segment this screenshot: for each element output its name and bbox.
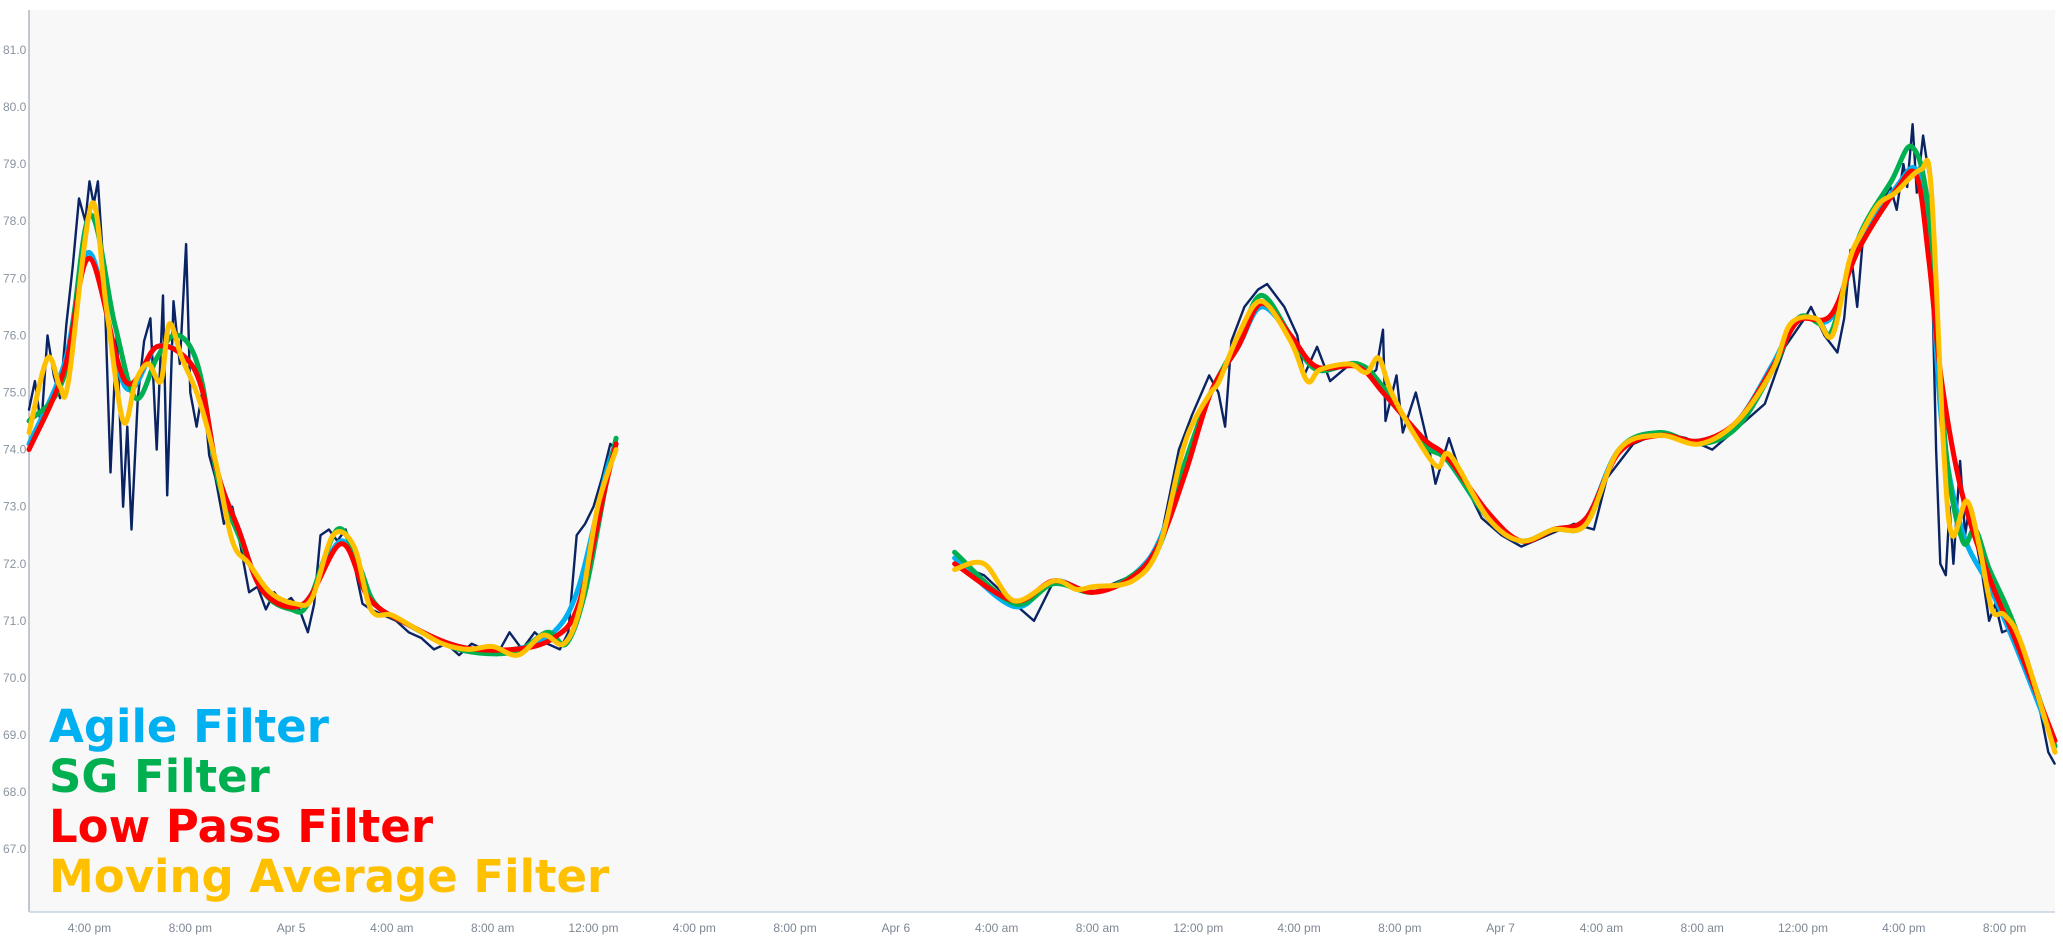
x-tick-label: 8:00 am: [1076, 921, 1119, 935]
x-tick-label: Apr 7: [1486, 921, 1515, 935]
y-tick-label: 78.0: [3, 214, 27, 228]
x-tick-label: 4:00 am: [975, 921, 1018, 935]
x-tick-label: 8:00 am: [1681, 921, 1724, 935]
x-axis-ticks: 4:00 pm 8:00 pm Apr 5 4:00 am 8:00 am 12:00 p…: [68, 921, 2026, 935]
legend-low-pass-filter: Low Pass Filter: [49, 800, 434, 853]
legend-agile-filter: Agile Filter: [49, 700, 330, 753]
y-tick-label: 74.0: [3, 443, 27, 457]
x-tick-label: 8:00 pm: [1983, 921, 2026, 935]
x-tick-label: 12:00 pm: [568, 921, 618, 935]
y-tick-label: 73.0: [3, 500, 27, 514]
x-tick-label: 12:00 pm: [1173, 921, 1223, 935]
moving-average-filter-line: [26, 200, 619, 658]
y-tick-label: 70.0: [3, 671, 27, 685]
x-tick-label: 8:00 pm: [773, 921, 816, 935]
y-tick-label: 77.0: [3, 271, 27, 285]
moving-average-filter-line: [952, 158, 2058, 755]
y-tick-label: 76.0: [3, 328, 27, 342]
y-tick-label: 80.0: [3, 100, 27, 114]
y-tick-label: 75.0: [3, 385, 27, 399]
x-tick-label: 4:00 am: [1580, 921, 1623, 935]
x-tick-label: 4:00 am: [370, 921, 413, 935]
x-tick-label: 8:00 am: [471, 921, 514, 935]
x-tick-label: 4:00 pm: [1277, 921, 1320, 935]
legend: Agile Filter SG Filter Low Pass Filter M…: [49, 700, 610, 903]
x-tick-label: 8:00 pm: [169, 921, 212, 935]
x-tick-label: Apr 5: [277, 921, 306, 935]
x-tick-label: 4:00 pm: [1882, 921, 1925, 935]
x-tick-label: Apr 6: [882, 921, 911, 935]
y-tick-label: 72.0: [3, 557, 27, 571]
x-tick-label: 12:00 pm: [1778, 921, 1828, 935]
legend-moving-average-filter: Moving Average Filter: [49, 850, 610, 903]
series-lines: [26, 123, 2058, 765]
x-tick-label: 4:00 pm: [673, 921, 716, 935]
x-tick-label: 4:00 pm: [68, 921, 111, 935]
y-axis-ticks: 67.0 68.0 69.0 70.0 71.0 72.0 73.0 74.0 75.0 76.0…: [3, 43, 27, 856]
y-tick-label: 79.0: [3, 157, 27, 171]
y-tick-label: 81.0: [3, 43, 27, 57]
plot-area: [29, 10, 2055, 912]
y-tick-label: 68.0: [3, 785, 27, 799]
x-tick-label: 8:00 pm: [1378, 921, 1421, 935]
legend-sg-filter: SG Filter: [49, 750, 271, 803]
y-tick-label: 67.0: [3, 842, 27, 856]
y-tick-label: 69.0: [3, 728, 27, 742]
y-tick-label: 71.0: [3, 614, 27, 628]
